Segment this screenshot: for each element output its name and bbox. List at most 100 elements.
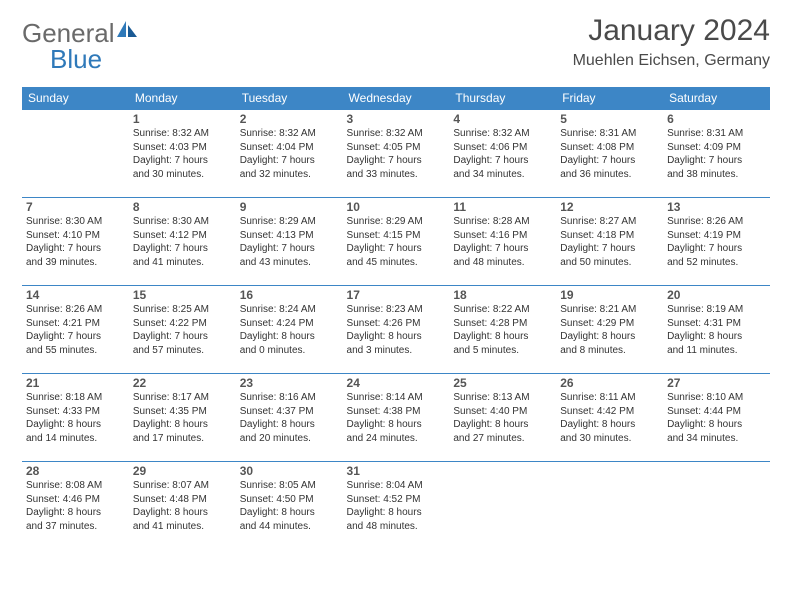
day-info: Sunrise: 8:29 AMSunset: 4:13 PMDaylight:… [240,215,339,269]
calendar-table: Sunday Monday Tuesday Wednesday Thursday… [22,87,770,550]
day-info: Sunrise: 8:30 AMSunset: 4:10 PMDaylight:… [26,215,125,269]
calendar-day-cell: 23Sunrise: 8:16 AMSunset: 4:37 PMDayligh… [236,374,343,462]
day-number: 25 [453,376,552,390]
weekday-header: Monday [129,87,236,110]
day-info: Sunrise: 8:31 AMSunset: 4:08 PMDaylight:… [560,127,659,181]
calendar-day-cell: 2Sunrise: 8:32 AMSunset: 4:04 PMDaylight… [236,110,343,198]
calendar-day-cell [449,462,556,550]
calendar-day-cell: 7Sunrise: 8:30 AMSunset: 4:10 PMDaylight… [22,198,129,286]
calendar-day-cell: 3Sunrise: 8:32 AMSunset: 4:05 PMDaylight… [343,110,450,198]
calendar-day-cell: 19Sunrise: 8:21 AMSunset: 4:29 PMDayligh… [556,286,663,374]
day-number: 13 [667,200,766,214]
day-info: Sunrise: 8:13 AMSunset: 4:40 PMDaylight:… [453,391,552,445]
calendar-day-cell: 4Sunrise: 8:32 AMSunset: 4:06 PMDaylight… [449,110,556,198]
calendar-day-cell: 16Sunrise: 8:24 AMSunset: 4:24 PMDayligh… [236,286,343,374]
day-info: Sunrise: 8:25 AMSunset: 4:22 PMDaylight:… [133,303,232,357]
day-number: 4 [453,112,552,126]
day-info: Sunrise: 8:28 AMSunset: 4:16 PMDaylight:… [453,215,552,269]
day-info: Sunrise: 8:27 AMSunset: 4:18 PMDaylight:… [560,215,659,269]
weekday-header: Tuesday [236,87,343,110]
day-info: Sunrise: 8:30 AMSunset: 4:12 PMDaylight:… [133,215,232,269]
day-number: 29 [133,464,232,478]
day-info: Sunrise: 8:32 AMSunset: 4:03 PMDaylight:… [133,127,232,181]
day-number: 24 [347,376,446,390]
day-number: 28 [26,464,125,478]
calendar-day-cell: 31Sunrise: 8:04 AMSunset: 4:52 PMDayligh… [343,462,450,550]
calendar-week-row: 7Sunrise: 8:30 AMSunset: 4:10 PMDaylight… [22,198,770,286]
calendar-day-cell [556,462,663,550]
day-info: Sunrise: 8:10 AMSunset: 4:44 PMDaylight:… [667,391,766,445]
day-number: 26 [560,376,659,390]
calendar-day-cell: 5Sunrise: 8:31 AMSunset: 4:08 PMDaylight… [556,110,663,198]
brand-name-2: Blue [50,44,102,74]
calendar-day-cell: 17Sunrise: 8:23 AMSunset: 4:26 PMDayligh… [343,286,450,374]
day-info: Sunrise: 8:32 AMSunset: 4:05 PMDaylight:… [347,127,446,181]
calendar-week-row: 1Sunrise: 8:32 AMSunset: 4:03 PMDaylight… [22,110,770,198]
day-info: Sunrise: 8:21 AMSunset: 4:29 PMDaylight:… [560,303,659,357]
day-info: Sunrise: 8:24 AMSunset: 4:24 PMDaylight:… [240,303,339,357]
day-number: 16 [240,288,339,302]
day-number: 7 [26,200,125,214]
day-info: Sunrise: 8:29 AMSunset: 4:15 PMDaylight:… [347,215,446,269]
day-info: Sunrise: 8:26 AMSunset: 4:21 PMDaylight:… [26,303,125,357]
calendar-day-cell: 30Sunrise: 8:05 AMSunset: 4:50 PMDayligh… [236,462,343,550]
day-info: Sunrise: 8:11 AMSunset: 4:42 PMDaylight:… [560,391,659,445]
calendar-day-cell: 18Sunrise: 8:22 AMSunset: 4:28 PMDayligh… [449,286,556,374]
calendar-day-cell: 15Sunrise: 8:25 AMSunset: 4:22 PMDayligh… [129,286,236,374]
day-info: Sunrise: 8:16 AMSunset: 4:37 PMDaylight:… [240,391,339,445]
day-number: 9 [240,200,339,214]
day-number: 19 [560,288,659,302]
day-info: Sunrise: 8:05 AMSunset: 4:50 PMDaylight:… [240,479,339,533]
calendar-week-row: 14Sunrise: 8:26 AMSunset: 4:21 PMDayligh… [22,286,770,374]
day-info: Sunrise: 8:22 AMSunset: 4:28 PMDaylight:… [453,303,552,357]
day-number: 14 [26,288,125,302]
day-number: 18 [453,288,552,302]
day-info: Sunrise: 8:07 AMSunset: 4:48 PMDaylight:… [133,479,232,533]
calendar-day-cell: 21Sunrise: 8:18 AMSunset: 4:33 PMDayligh… [22,374,129,462]
calendar-day-cell: 8Sunrise: 8:30 AMSunset: 4:12 PMDaylight… [129,198,236,286]
calendar-day-cell [663,462,770,550]
day-number: 17 [347,288,446,302]
calendar-day-cell: 25Sunrise: 8:13 AMSunset: 4:40 PMDayligh… [449,374,556,462]
calendar-day-cell: 27Sunrise: 8:10 AMSunset: 4:44 PMDayligh… [663,374,770,462]
weekday-header: Wednesday [343,87,450,110]
day-info: Sunrise: 8:26 AMSunset: 4:19 PMDaylight:… [667,215,766,269]
day-number: 30 [240,464,339,478]
calendar-week-row: 21Sunrise: 8:18 AMSunset: 4:33 PMDayligh… [22,374,770,462]
calendar-day-cell: 26Sunrise: 8:11 AMSunset: 4:42 PMDayligh… [556,374,663,462]
calendar-day-cell: 29Sunrise: 8:07 AMSunset: 4:48 PMDayligh… [129,462,236,550]
day-number: 5 [560,112,659,126]
calendar-day-cell: 6Sunrise: 8:31 AMSunset: 4:09 PMDaylight… [663,110,770,198]
day-number: 23 [240,376,339,390]
calendar-day-cell [22,110,129,198]
day-number: 21 [26,376,125,390]
day-number: 22 [133,376,232,390]
weekday-header: Friday [556,87,663,110]
day-info: Sunrise: 8:04 AMSunset: 4:52 PMDaylight:… [347,479,446,533]
calendar-day-cell: 24Sunrise: 8:14 AMSunset: 4:38 PMDayligh… [343,374,450,462]
day-number: 1 [133,112,232,126]
weekday-header-row: Sunday Monday Tuesday Wednesday Thursday… [22,87,770,110]
calendar-day-cell: 14Sunrise: 8:26 AMSunset: 4:21 PMDayligh… [22,286,129,374]
day-number: 31 [347,464,446,478]
day-info: Sunrise: 8:23 AMSunset: 4:26 PMDaylight:… [347,303,446,357]
day-number: 27 [667,376,766,390]
weekday-header: Sunday [22,87,129,110]
day-info: Sunrise: 8:14 AMSunset: 4:38 PMDaylight:… [347,391,446,445]
weekday-header: Saturday [663,87,770,110]
day-number: 11 [453,200,552,214]
day-number: 8 [133,200,232,214]
day-info: Sunrise: 8:19 AMSunset: 4:31 PMDaylight:… [667,303,766,357]
day-number: 10 [347,200,446,214]
day-info: Sunrise: 8:32 AMSunset: 4:04 PMDaylight:… [240,127,339,181]
calendar-day-cell: 1Sunrise: 8:32 AMSunset: 4:03 PMDaylight… [129,110,236,198]
calendar-day-cell: 13Sunrise: 8:26 AMSunset: 4:19 PMDayligh… [663,198,770,286]
day-info: Sunrise: 8:08 AMSunset: 4:46 PMDaylight:… [26,479,125,533]
calendar-day-cell: 20Sunrise: 8:19 AMSunset: 4:31 PMDayligh… [663,286,770,374]
day-info: Sunrise: 8:17 AMSunset: 4:35 PMDaylight:… [133,391,232,445]
day-info: Sunrise: 8:31 AMSunset: 4:09 PMDaylight:… [667,127,766,181]
day-number: 6 [667,112,766,126]
calendar-page: General January 2024 Muehlen Eichsen, Ge… [0,0,792,560]
calendar-day-cell: 22Sunrise: 8:17 AMSunset: 4:35 PMDayligh… [129,374,236,462]
day-number: 12 [560,200,659,214]
